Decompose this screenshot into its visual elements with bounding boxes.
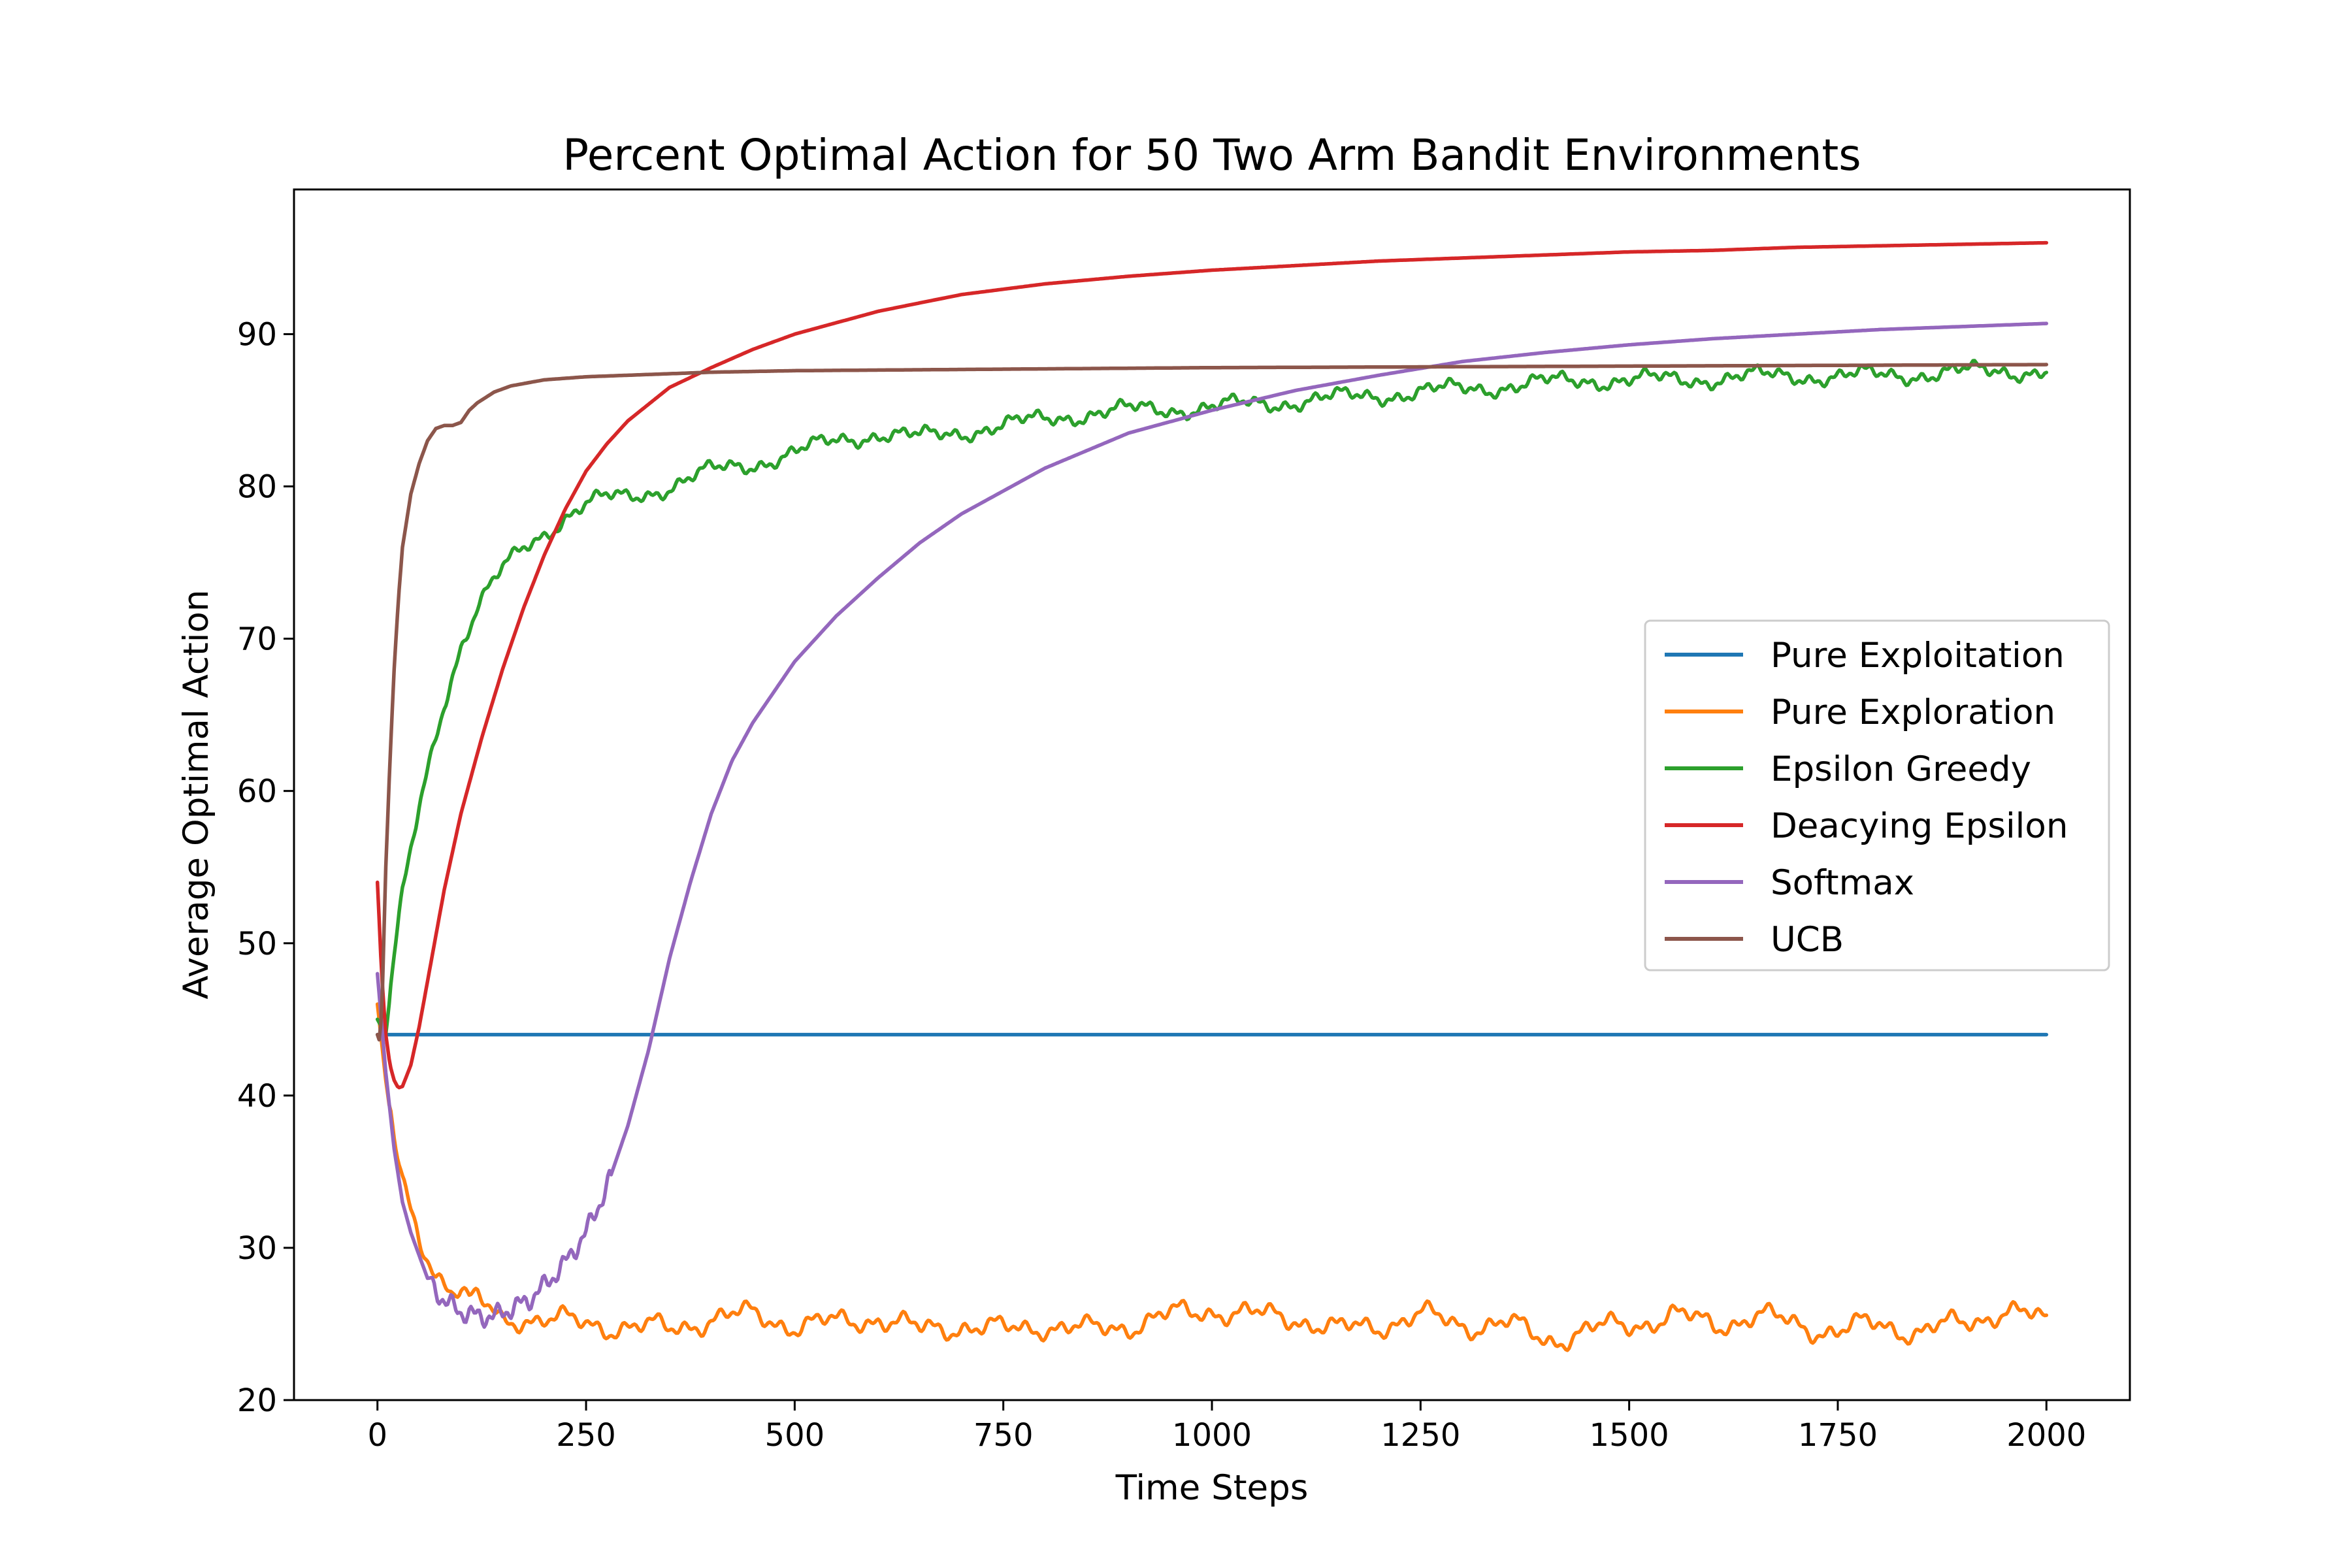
y-axis-label: Average Optimal Action xyxy=(176,589,216,999)
x-tick-label: 500 xyxy=(765,1417,825,1454)
series-line-softmax xyxy=(375,321,2049,1329)
x-tick-label: 0 xyxy=(367,1417,387,1454)
series-line-deacying-epsilon xyxy=(375,240,2049,1090)
legend-label: UCB xyxy=(1771,920,1844,960)
x-tick-label: 250 xyxy=(556,1417,616,1454)
y-tick-label: 20 xyxy=(237,1382,277,1419)
x-tick-label: 2000 xyxy=(2006,1417,2086,1454)
series-layer xyxy=(375,240,2049,1352)
y-axis: 20 30 40 50 60 70 80 90 xyxy=(237,316,294,1419)
series-line-pure-exploration xyxy=(375,1002,2049,1352)
series-line-epsilon-greedy xyxy=(375,359,2049,1037)
x-axis: 0 250 500 750 1000 1250 1500 1750 2000 xyxy=(367,1400,2086,1454)
legend-label: Epsilon Greedy xyxy=(1771,749,2031,789)
legend-label: Deacying Epsilon xyxy=(1771,806,2068,846)
x-tick-label: 1750 xyxy=(1798,1417,1878,1454)
x-tick-label: 750 xyxy=(973,1417,1034,1454)
legend: Pure Exploitation Pure Exploration Epsilon… xyxy=(1644,619,2110,972)
legend-label: Pure Exploration xyxy=(1771,693,2055,732)
chart-title: Percent Optimal Action for 50 Two Arm Ba… xyxy=(563,130,1861,180)
legend-label: Pure Exploitation xyxy=(1771,636,2065,676)
legend-label: Softmax xyxy=(1771,863,1914,903)
series-line-ucb xyxy=(375,363,2049,1042)
y-tick-label: 60 xyxy=(237,774,277,810)
x-tick-label: 1250 xyxy=(1380,1417,1460,1454)
y-tick-label: 80 xyxy=(237,469,277,506)
y-tick-label: 30 xyxy=(237,1230,277,1267)
legend-box xyxy=(1644,619,2110,972)
y-tick-label: 70 xyxy=(237,621,277,658)
x-tick-label: 1000 xyxy=(1172,1417,1252,1454)
x-axis-label: Time Steps xyxy=(1115,1468,1309,1508)
y-tick-label: 90 xyxy=(237,316,277,353)
y-tick-label: 50 xyxy=(237,926,277,962)
y-tick-label: 40 xyxy=(237,1078,277,1115)
x-tick-label: 1500 xyxy=(1590,1417,1669,1454)
